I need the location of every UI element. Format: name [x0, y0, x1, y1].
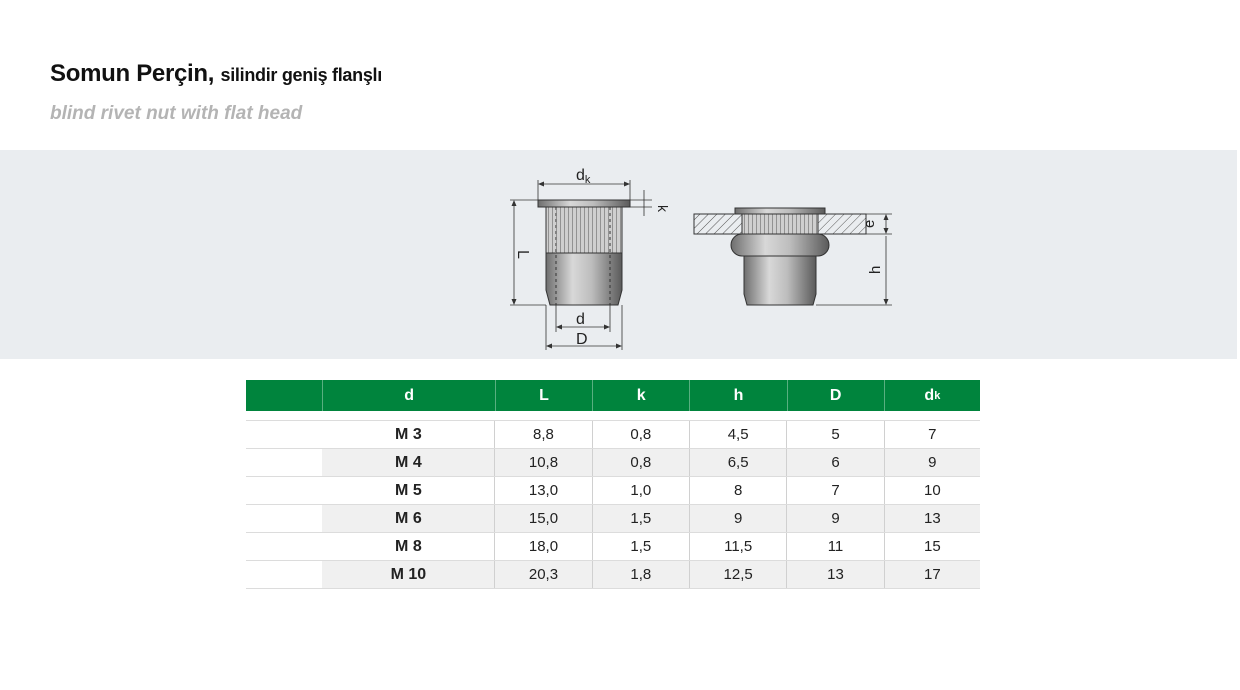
cell-dk: 15 — [883, 533, 980, 560]
label-d: d — [576, 311, 585, 328]
header-d: d — [322, 380, 495, 411]
cell-D: 5 — [786, 421, 883, 448]
table-row: M 6 15,0 1,5 9 9 13 — [246, 504, 981, 532]
rivet-nut-installed-view: e h — [693, 207, 892, 306]
cell-h: 4,5 — [688, 421, 786, 448]
cell-L: 20,3 — [494, 561, 592, 588]
cell-dk: 10 — [883, 477, 980, 504]
cell-h: 9 — [688, 505, 787, 532]
label-h: h — [867, 266, 884, 274]
page-subtitle: blind rivet nut with flat head — [50, 103, 303, 124]
cell-size: M 5 — [395, 481, 422, 499]
cell-h: 12,5 — [688, 561, 787, 588]
cell-k: 1,5 — [591, 505, 689, 532]
cell-size: M 8 — [395, 537, 422, 555]
rivet-nut-diagram: dk k L d D — [510, 167, 892, 350]
label-dk: dk — [576, 167, 591, 186]
title-sub: silindir geniş flanşlı — [220, 65, 383, 85]
cell-dk: 17 — [883, 561, 981, 588]
table-row: M 3 8,8 0,8 4,5 5 7 — [246, 420, 980, 448]
label-e: e — [861, 220, 878, 228]
cell-L: 10,8 — [494, 449, 592, 476]
cell-dk: 9 — [883, 449, 981, 476]
cell-L: 15,0 — [494, 505, 592, 532]
diagram-band: dk k L d D — [0, 150, 1237, 359]
label-D: D — [576, 331, 588, 348]
header-h: h — [689, 380, 786, 411]
cell-k: 1,0 — [591, 477, 689, 504]
cell-D: 6 — [786, 449, 884, 476]
cell-L: 18,0 — [494, 533, 591, 560]
header-L: L — [494, 380, 592, 411]
label-k: k — [655, 205, 671, 213]
table-row: M 8 18,0 1,5 11,5 11 15 — [246, 532, 980, 560]
cell-size: M 4 — [322, 449, 495, 476]
cell-h: 8 — [688, 477, 786, 504]
cell-size: M 10 — [322, 561, 495, 588]
table-row: M 5 13,0 1,0 8 7 10 — [246, 476, 980, 504]
cell-h: 11,5 — [688, 533, 786, 560]
cell-L: 13,0 — [494, 477, 591, 504]
cell-h: 6,5 — [688, 449, 787, 476]
cell-D: 7 — [786, 477, 883, 504]
header-D: D — [786, 380, 884, 411]
rivet-nut-side-view: dk k L d D — [510, 167, 671, 350]
cell-k: 1,8 — [591, 561, 689, 588]
cell-D: 13 — [786, 561, 884, 588]
cell-k: 0,8 — [591, 421, 689, 448]
title-main: Somun Perçin, — [50, 60, 215, 87]
cell-k: 1,5 — [591, 533, 689, 560]
cell-size: M 3 — [395, 425, 422, 443]
table-row: M 10 20,3 1,8 12,5 13 17 — [246, 560, 981, 589]
table-row: M 4 10,8 0,8 6,5 6 9 — [246, 448, 981, 476]
header-k: k — [592, 380, 689, 411]
cell-D: 9 — [786, 505, 884, 532]
cell-D: 11 — [786, 533, 883, 560]
label-L: L — [514, 250, 531, 259]
cell-L: 8,8 — [494, 421, 591, 448]
header-spacer — [246, 380, 322, 411]
cell-size: M 6 — [322, 505, 495, 532]
cell-dk: 7 — [883, 421, 980, 448]
cell-k: 0,8 — [591, 449, 689, 476]
cell-dk: 13 — [883, 505, 981, 532]
page-title: Somun Perçin, silindir geniş flanşlı — [50, 60, 382, 88]
table-body: M 3 8,8 0,8 4,5 5 7 M 4 10,8 0,8 6,5 6 9… — [246, 420, 981, 589]
